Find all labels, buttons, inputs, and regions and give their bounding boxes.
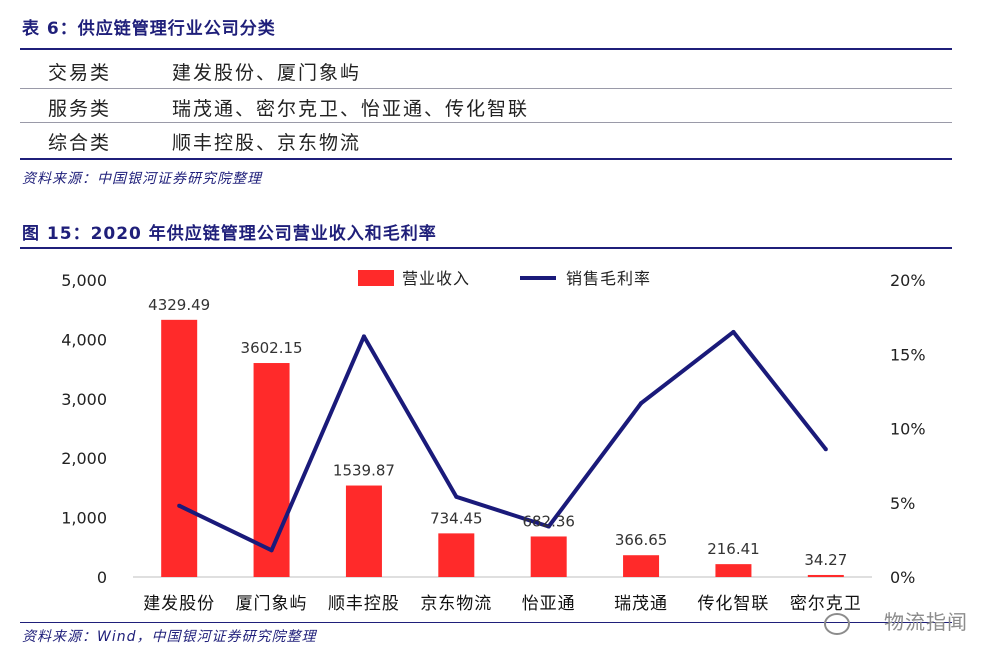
margin-point bbox=[731, 329, 736, 334]
table-row: 综合类 顺丰控股、京东物流 bbox=[20, 122, 952, 158]
row-companies: 建发股份、厦门象屿 bbox=[172, 62, 362, 84]
chart-legend: 营业收入 销售毛利率 bbox=[358, 269, 651, 288]
y-right-tick-label: 15% bbox=[890, 345, 926, 364]
row-category: 综合类 bbox=[48, 132, 112, 154]
table-bottom-rule bbox=[20, 158, 952, 160]
y-left-tick-label: 2,000 bbox=[61, 449, 107, 468]
bar-data-label: 34.27 bbox=[804, 551, 847, 569]
row-companies: 瑞茂通、密尔克卫、怡亚通、传化智联 bbox=[172, 98, 530, 120]
x-tick-label: 顺丰控股 bbox=[328, 594, 400, 614]
y-left-tick-label: 0 bbox=[97, 568, 107, 587]
x-tick-label: 密尔克卫 bbox=[790, 594, 862, 614]
chat-bubble-icon bbox=[824, 613, 850, 635]
x-tick-label: 建发股份 bbox=[143, 594, 215, 614]
data-labels: 4329.49 3602.15 1539.87 734.45 682.36 366.65 2… bbox=[148, 296, 847, 569]
x-tick-label: 传化智联 bbox=[697, 594, 769, 614]
revenue-bar bbox=[530, 536, 567, 577]
y-right-tick-label: 10% bbox=[890, 420, 926, 439]
revenue-bar bbox=[807, 574, 844, 577]
revenue-margin-chart: 营业收入 销售毛利率 0 1,000 2,000 3,000 4,000 5,000 0% 5%… bbox=[61, 269, 925, 614]
y-left-tick-label: 1,000 bbox=[61, 509, 107, 528]
table-row: 交易类 建发股份、厦门象屿 bbox=[20, 52, 952, 88]
revenue-bar bbox=[623, 555, 660, 577]
margin-point bbox=[177, 503, 182, 508]
margin-point bbox=[639, 401, 644, 406]
revenue-bar bbox=[438, 533, 475, 577]
row-category: 交易类 bbox=[48, 62, 112, 84]
figure-source: 资料来源：Wind，中国银河证券研究院整理 bbox=[22, 629, 317, 645]
figure-title: 图 15：2020 年供应链管理公司营业收入和毛利率 bbox=[22, 224, 437, 244]
x-tick-label: 厦门象屿 bbox=[236, 594, 308, 614]
table-row: 服务类 瑞茂通、密尔克卫、怡亚通、传化智联 bbox=[20, 88, 952, 124]
row-companies: 顺丰控股、京东物流 bbox=[172, 132, 362, 154]
y-right-tick-label: 5% bbox=[890, 494, 915, 513]
bar-series bbox=[161, 319, 844, 577]
bar-data-label: 366.65 bbox=[615, 531, 668, 549]
legend-label-bar: 营业收入 bbox=[402, 269, 470, 288]
legend-swatch-bar bbox=[358, 270, 394, 286]
bar-data-label: 1539.87 bbox=[333, 462, 395, 480]
margin-point bbox=[361, 334, 366, 339]
revenue-bar bbox=[161, 319, 198, 577]
margin-point bbox=[269, 548, 274, 553]
y-left-tick-label: 3,000 bbox=[61, 390, 107, 409]
figure-top-rule bbox=[20, 247, 952, 249]
y-left-tick-label: 4,000 bbox=[61, 330, 107, 349]
revenue-bar bbox=[715, 564, 752, 577]
legend-label-line: 销售毛利率 bbox=[566, 269, 651, 288]
revenue-bar bbox=[345, 485, 382, 577]
margin-line bbox=[178, 329, 828, 553]
row-category: 服务类 bbox=[48, 98, 112, 120]
watermark: 物流指闻 bbox=[884, 610, 968, 634]
table-title: 表 6：供应链管理行业公司分类 bbox=[22, 19, 276, 39]
y-left-tick-label: 5,000 bbox=[61, 271, 107, 290]
line-series bbox=[177, 329, 828, 553]
bar-data-label: 682.36 bbox=[522, 512, 575, 530]
table-top-rule bbox=[20, 48, 952, 50]
table-source: 资料来源：中国银河证券研究院整理 bbox=[22, 171, 262, 187]
revenue-bar bbox=[253, 363, 290, 577]
bar-data-label: 216.41 bbox=[707, 540, 760, 558]
chart-axes: 0 1,000 2,000 3,000 4,000 5,000 0% 5% 10% 15% 20% 建… bbox=[61, 271, 925, 614]
x-tick-label: 京东物流 bbox=[420, 594, 492, 614]
bar-data-label: 3602.15 bbox=[241, 339, 303, 357]
x-tick-label: 怡亚通 bbox=[522, 594, 576, 614]
margin-point bbox=[823, 447, 828, 452]
figure-bottom-rule bbox=[20, 622, 952, 623]
margin-point bbox=[454, 494, 459, 499]
table-divider bbox=[20, 122, 952, 123]
bar-data-label: 734.45 bbox=[430, 509, 483, 527]
bar-data-label: 4329.49 bbox=[148, 296, 210, 314]
y-right-tick-label: 20% bbox=[890, 271, 926, 290]
y-right-tick-label: 0% bbox=[890, 568, 915, 587]
x-tick-label: 瑞茂通 bbox=[614, 594, 668, 614]
margin-point bbox=[546, 524, 551, 529]
table-divider bbox=[20, 88, 952, 89]
